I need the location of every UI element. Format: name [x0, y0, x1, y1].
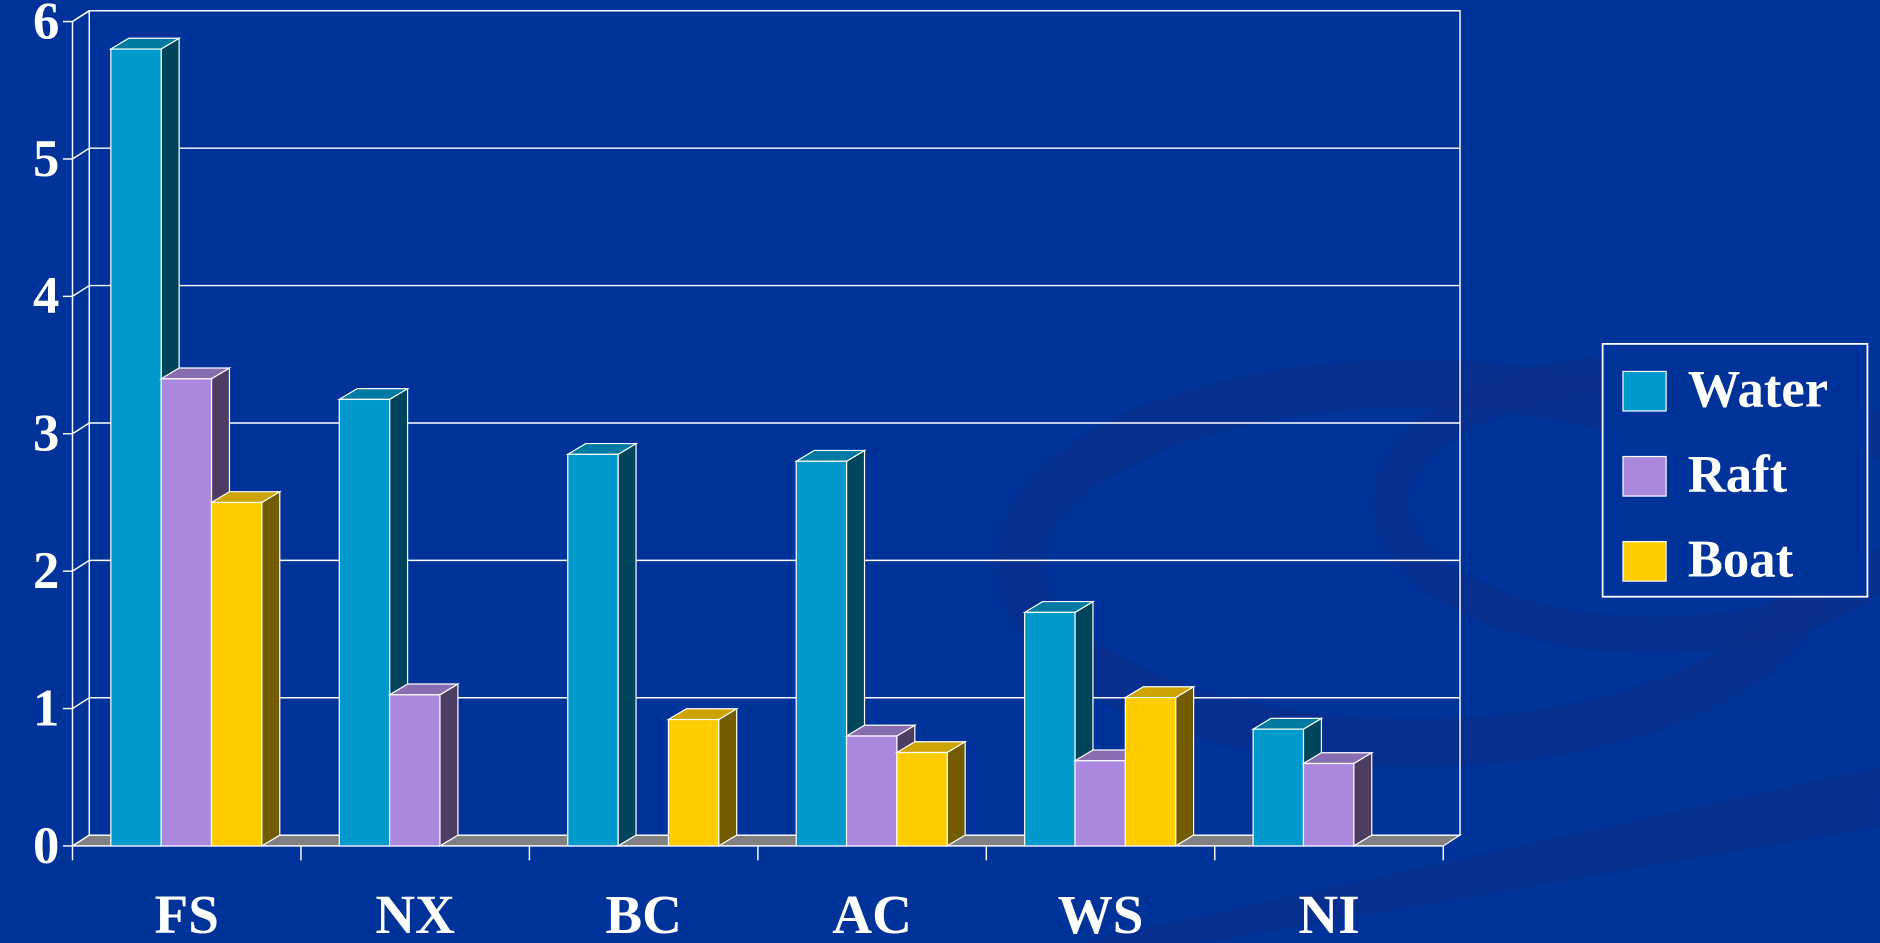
bar: [160, 378, 213, 847]
bar-side: [718, 707, 738, 848]
bar: [1074, 760, 1126, 847]
x-tick-label: AC: [832, 884, 912, 943]
y-tick: [72, 10, 90, 23]
bar: [1302, 762, 1355, 847]
y-tick-label: 4: [33, 267, 59, 325]
legend-swatch: [1622, 540, 1667, 582]
bar: [338, 398, 391, 847]
bar-side: [946, 740, 966, 848]
y-tick-label: 5: [33, 130, 59, 188]
y-tick-label: 2: [33, 542, 59, 600]
bar: [110, 48, 162, 847]
bar: [1024, 611, 1076, 847]
x-tick-label: FS: [155, 884, 219, 943]
legend-label: Boat: [1688, 530, 1794, 588]
swirl: [1078, 766, 1880, 943]
bar: [795, 460, 848, 847]
bar: [567, 453, 619, 847]
y-tick-label: 0: [33, 817, 59, 875]
bar: [1124, 696, 1177, 847]
bar-side: [1175, 685, 1195, 848]
x-tick-label: NX: [375, 884, 455, 943]
bar: [896, 751, 948, 847]
bar: [389, 694, 441, 847]
bar: [1252, 728, 1305, 847]
y-tick-label: 3: [33, 405, 59, 463]
y-tick-label: 6: [33, 0, 59, 50]
bar: [667, 718, 720, 847]
y-tick: [72, 559, 90, 572]
y-tick: [72, 834, 90, 847]
floor: [70, 834, 1463, 847]
bar: [845, 735, 898, 847]
legend-label: Raft: [1688, 445, 1788, 503]
bar-side: [617, 442, 637, 848]
bar-side: [439, 682, 459, 848]
legend-label: Water: [1688, 360, 1829, 418]
y-tick-label: 1: [33, 679, 59, 737]
y-tick: [72, 422, 90, 435]
legend-swatch: [1622, 455, 1667, 497]
y-tick: [72, 697, 90, 710]
y-tick: [72, 284, 90, 297]
x-tick-label: NI: [1298, 884, 1359, 943]
legend-swatch: [1622, 370, 1667, 412]
x-tick-label: BC: [605, 884, 682, 943]
x-tick-label: WS: [1058, 884, 1144, 943]
bar-side: [1353, 751, 1373, 848]
bar-side: [261, 490, 281, 848]
y-tick: [72, 147, 90, 160]
bar: [210, 501, 263, 847]
